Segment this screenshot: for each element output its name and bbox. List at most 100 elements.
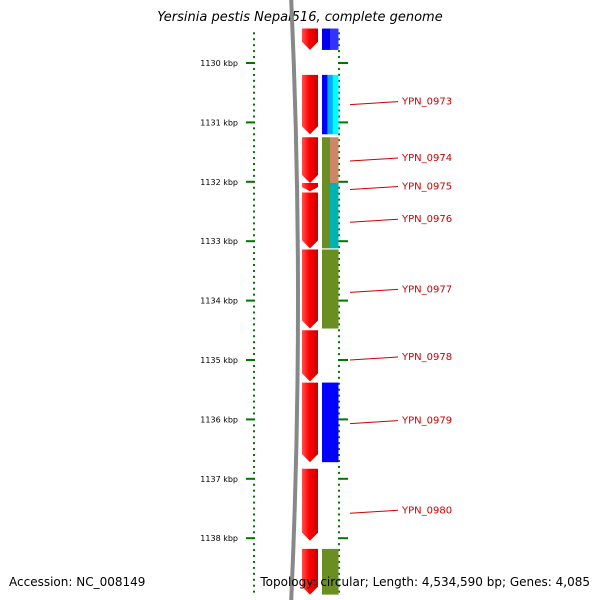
outer-major-tick [340,180,348,183]
minor-tick-outer [338,555,340,558]
minor-tick [253,180,255,183]
minor-tick-outer [338,317,340,320]
minor-tick-outer [338,192,340,195]
minor-tick [253,364,255,367]
minor-tick-outer [338,275,340,278]
minor-tick [253,204,255,207]
cog-gene-block [327,74,334,135]
minor-tick [253,543,255,546]
gene-label-leader [349,101,399,106]
minor-tick [253,269,255,272]
minor-tick-outer [338,329,340,332]
minor-tick [253,507,255,510]
forward-gene-arrow [302,468,318,541]
minor-tick [253,32,255,35]
minor-tick [253,465,255,468]
minor-tick-outer [338,73,340,76]
minor-tick-outer [338,287,340,290]
minor-tick-outer [338,97,340,100]
minor-tick-outer [338,560,340,563]
minor-tick-outer [338,442,340,445]
minor-tick [253,483,255,486]
major-tick [246,240,254,243]
minor-tick [253,430,255,433]
minor-tick [253,210,255,213]
minor-tick-outer [338,513,340,516]
minor-tick-outer [338,430,340,433]
gene-labels-layer: YPN_0973 YPN_0974 YPN_0975 YPN_0976 YPN_0977… [349,97,452,516]
minor-tick-outer [338,162,340,165]
minor-tick [253,353,255,356]
minor-tick [253,62,255,64]
gene-label: YPN_0974 [401,153,452,164]
minor-tick [253,572,255,575]
minor-tick [253,436,255,439]
minor-tick [253,287,255,290]
tick-label: 1134 kbp [200,297,238,306]
minor-tick [253,400,255,403]
minor-tick-outer [338,240,340,243]
minor-tick-outer [338,216,340,219]
minor-tick-outer [338,388,340,391]
minor-tick [253,121,255,124]
gene-label-leader [349,356,399,361]
minor-tick [253,555,255,558]
minor-tick-outer [338,459,340,462]
cog-gene-block [322,548,339,595]
minor-tick [253,501,255,504]
forward-gene-arrow [302,382,318,463]
minor-tick-outer [338,50,340,53]
minor-tick-outer [338,501,340,504]
minor-tick-outer [338,79,340,82]
minor-tick-outer [338,121,340,124]
cog-gene-block [322,382,339,463]
minor-tick [253,67,255,70]
cog-gene-block [332,74,339,135]
map-title: Yersinia pestis Nepal516, complete genom… [157,10,443,25]
minor-tick-outer [338,299,340,302]
minor-tick [253,382,255,385]
genome-backbone [289,0,300,600]
minor-tick [253,406,255,409]
genome-summary: Topology: circular; Length: 4,534,590 bp… [260,575,590,589]
minor-tick [253,293,255,296]
forward-gene-arrow [302,182,318,192]
minor-tick [253,145,255,148]
cog-gene-block [322,182,331,249]
minor-tick-outer [338,543,340,546]
tick-label: 1135 kbp [200,356,238,365]
minor-tick [253,525,255,528]
minor-tick [253,477,255,480]
minor-tick-outer [338,67,340,70]
minor-tick [253,578,255,581]
minor-tick [253,240,255,243]
minor-tick-outer [338,198,340,201]
minor-tick [253,323,255,326]
outer-major-tick [340,240,348,243]
minor-tick-outer [338,549,340,552]
tick-label: 1132 kbp [200,178,238,187]
minor-tick-outer [338,465,340,468]
outer-major-tick [340,121,348,124]
minor-tick [253,489,255,492]
minor-tick-outer [338,370,340,373]
minor-tick-outer [338,335,340,338]
axis-ticks-layer: 1130 kbp 1131 kbp 1132 kbp 1133 kbp 1134 kbp… [200,32,348,593]
minor-tick [253,448,255,451]
minor-tick [253,192,255,195]
minor-tick-outer [338,341,340,344]
minor-tick [253,85,255,88]
minor-tick-outer [338,347,340,350]
forward-gene-arrow [302,74,318,135]
major-tick [246,180,254,183]
minor-tick-outer [338,151,340,154]
minor-tick [253,537,255,540]
minor-tick [253,79,255,82]
minor-tick-outer [338,269,340,272]
minor-tick-outer [338,311,340,314]
gene-label: YPN_0975 [401,182,452,193]
minor-tick-outer [338,168,340,171]
minor-tick-outer [338,525,340,528]
minor-tick-outer [338,281,340,284]
minor-tick-outer [338,109,340,112]
